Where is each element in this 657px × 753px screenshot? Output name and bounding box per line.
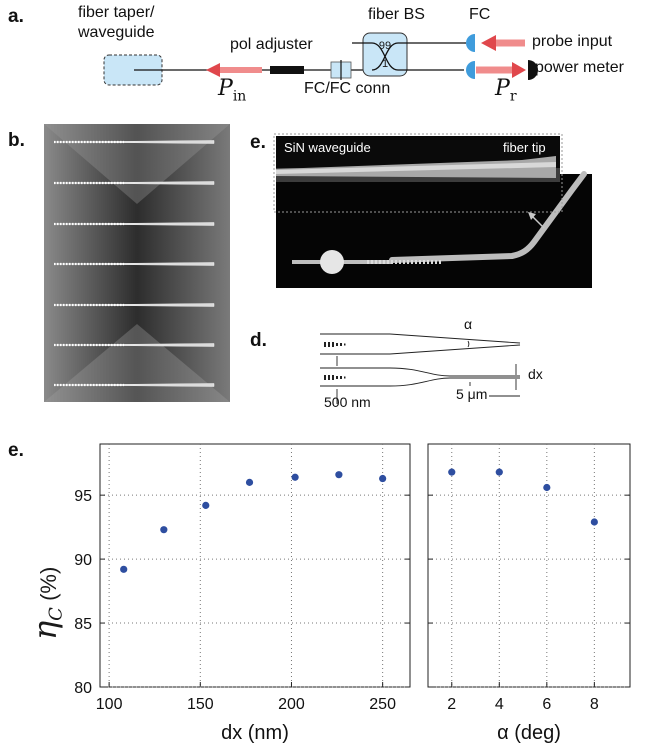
plot-frame-0	[99, 443, 411, 688]
alpha-label: α	[464, 316, 473, 332]
scale-500nm-label: 500 nm	[324, 394, 371, 410]
x-tick-label-0-1: 150	[187, 696, 214, 713]
y-tick-label-0-2: 90	[74, 552, 92, 569]
fc-bottom	[466, 61, 475, 79]
x-tick-label-1-3: 8	[590, 696, 599, 713]
x-tick-label-0-3: 250	[369, 696, 396, 713]
probe-input-arrow	[481, 35, 496, 51]
device-beam-7	[53, 383, 215, 387]
sin-waveguide-label: SiN waveguide	[284, 140, 371, 155]
efficiency-vs-dx-chart: 100 150 200 250 80 85 90 95 dx (nm)	[74, 443, 411, 744]
bs-ratio-1: 1	[381, 58, 389, 70]
x-tick-label-0-0: 100	[96, 696, 123, 713]
data-point-1-0	[448, 468, 456, 476]
fcfc-connector-left	[330, 61, 342, 79]
data-point-0-6	[379, 474, 387, 483]
power-meter-label: power meter	[535, 59, 624, 76]
x-axis-label-1: α (deg)	[497, 722, 561, 744]
fiber-waveguide-image	[273, 133, 592, 288]
sem-image-array	[44, 124, 230, 402]
device-beam-5	[53, 303, 215, 307]
data-point-1-3	[590, 518, 598, 526]
x-tick-label-1-0: 2	[447, 696, 456, 713]
plot-frame-1	[427, 443, 631, 688]
power-meter-icon	[528, 60, 538, 80]
panel-b-letter: b.	[8, 130, 25, 151]
pol-adjuster-block	[270, 66, 304, 74]
data-point-0-0	[120, 565, 128, 573]
data-point-0-3	[245, 478, 254, 486]
fc-label: FC	[469, 6, 491, 23]
fcfc-conn-label: FC/FC conn	[304, 80, 391, 97]
fiber-tip-label: fiber tip	[503, 140, 546, 155]
y-tick-label-0-3: 95	[74, 488, 92, 505]
x-tick-label-1-2: 6	[542, 696, 551, 713]
device-beam-2	[53, 181, 215, 185]
y-tick-label-0-0: 80	[74, 680, 92, 697]
device-beam-1	[53, 140, 215, 144]
x-axis-label-0: dx (nm)	[221, 722, 289, 744]
waveguide-label: waveguide	[78, 24, 155, 41]
device-beam-4	[53, 262, 215, 266]
data-point-0-2	[202, 501, 210, 509]
panel-e-letter: e.	[8, 440, 24, 461]
device-beam-6	[53, 343, 215, 347]
panel-d-letter: d.	[250, 330, 267, 351]
fc-top	[466, 34, 475, 52]
device-beam-3	[53, 222, 215, 226]
fiber-taper-label: fiber taper/	[78, 4, 155, 21]
data-point-0-4	[291, 473, 299, 481]
data-point-1-1	[495, 468, 503, 476]
p-r-arrow	[512, 62, 526, 78]
pol-adjuster-label: pol adjuster	[230, 36, 313, 53]
dx-label: dx	[528, 366, 543, 382]
x-tick-label-0-2: 200	[278, 696, 305, 713]
p-in-arrow	[206, 63, 220, 77]
x-tick-label-1-1: 4	[495, 696, 504, 713]
probe-input-label: probe input	[532, 33, 613, 50]
panel-a-letter: a.	[8, 6, 24, 27]
p-in-label: Pin	[218, 76, 247, 105]
data-point-0-5	[335, 471, 343, 479]
setup-schematic	[103, 32, 538, 86]
data-point-1-2	[543, 483, 551, 492]
disk-resonator	[320, 250, 344, 274]
y-tick-label-0-1: 85	[74, 616, 92, 633]
p-r-label: Pr	[495, 76, 517, 105]
efficiency-vs-angle-chart: 2 4 6 8 α (deg)	[427, 443, 631, 744]
fcfc-connector-right	[340, 61, 352, 79]
scale-5um-label: 5 μm	[454, 386, 490, 402]
data-point-0-1	[160, 526, 168, 534]
fiber-bs-label: fiber BS	[368, 6, 425, 23]
bs-ratio-99: 99	[378, 40, 392, 52]
panel-c-letter: e.	[250, 132, 266, 153]
